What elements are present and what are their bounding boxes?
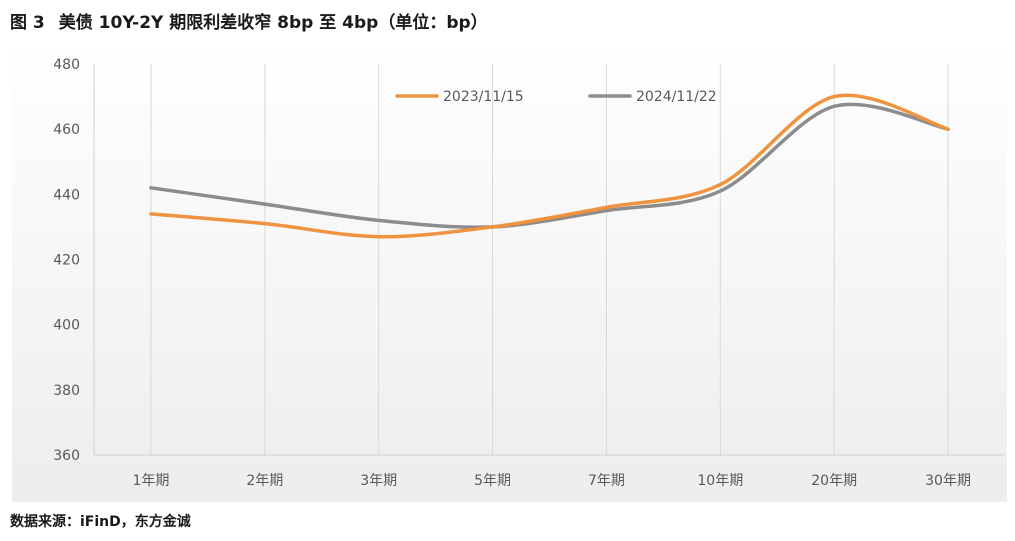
series-line-1 [149,93,950,239]
x-tick-label: 7年期 [588,473,625,489]
legend-label: 2024/11/22 [636,89,717,105]
y-tick-label: 440 [53,187,80,203]
source-note: 数据来源：iFinD，东方金诚 [10,514,191,530]
x-tick-label: 5年期 [474,473,511,489]
line-chart: 360 380 400 420 440 460 480 1年期 2年期 3年期 5年期 7年期 10年… [12,42,1007,502]
plot-background [12,42,1007,502]
gridlines [150,64,949,455]
y-tick-label: 460 [53,122,80,138]
chart-area: 360 380 400 420 440 460 480 1年期 2年期 3年期 5年期 7年期 10年… [12,42,1007,502]
legend-label: 2023/11/15 [443,89,524,105]
figure-title-text: 美债 10Y-2Y 期限利差收窄 8bp 至 4bp（单位：bp） [58,13,488,33]
x-tick-label: 1年期 [132,473,169,489]
x-tick-label: 20年期 [811,473,857,489]
x-tick-label: 3年期 [360,473,397,489]
y-tick-label: 420 [53,253,80,269]
x-tick-label: 10年期 [697,473,743,489]
y-tick-label: 480 [53,57,80,73]
figure-number: 图 3 [10,13,45,33]
series-lines [149,93,950,239]
figure-title: 图 3 美债 10Y-2Y 期限利差收窄 8bp 至 4bp（单位：bp） [10,8,488,33]
y-tick-label: 360 [53,448,80,464]
y-tick-label: 380 [53,383,80,399]
legend: 2023/11/15 2024/11/22 [395,89,717,105]
y-tick-label: 400 [53,318,80,334]
x-tick-label: 2年期 [246,473,283,489]
x-tick-label: 30年期 [925,473,971,489]
y-axis: 360 380 400 420 440 460 480 [53,57,95,464]
x-axis: 1年期 2年期 3年期 5年期 7年期 10年期 20年期 30年期 [94,454,1005,489]
series-line-2 [149,102,950,229]
